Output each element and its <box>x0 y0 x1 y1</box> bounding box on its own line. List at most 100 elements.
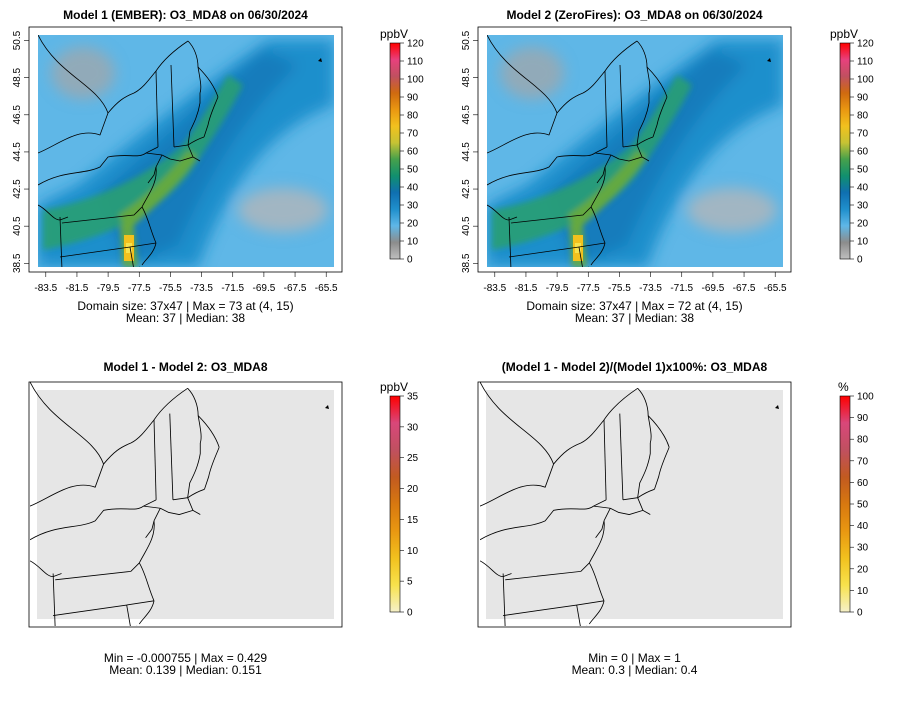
colorbar-tick-label: 50 <box>857 165 869 176</box>
x-tick-label: -67.5 <box>733 283 756 294</box>
plot-frame <box>477 26 792 273</box>
island-mark <box>775 405 779 409</box>
stats-line-1: Min = -0.000755 | Max = 0.429 <box>104 651 268 665</box>
colorbar-tick-label: 70 <box>857 456 869 467</box>
colorbar-tick-label: 30 <box>857 543 869 554</box>
x-tick-label: -65.5 <box>764 283 787 294</box>
stats-line-1: Domain size: 37x47 | Max = 73 at (4, 15) <box>77 299 293 313</box>
colorbar-tick-label: 0 <box>407 608 413 619</box>
colorbar-gradient <box>389 395 401 613</box>
island-mark <box>325 405 329 409</box>
colorbar-tick-label: 90 <box>857 413 869 424</box>
y-tick-label: 38.5 <box>461 253 472 273</box>
colorbar-unit: ppbV <box>380 380 408 394</box>
x-tick-label: -73.5 <box>639 283 662 294</box>
colorbar-unit: ppbV <box>380 27 408 41</box>
colorbar-tick-label: 10 <box>407 546 419 557</box>
stats-line-1: Domain size: 37x47 | Max = 72 at (4, 15) <box>526 299 742 313</box>
colorbar-tick-label: 15 <box>407 515 419 526</box>
x-tick-label: -81.5 <box>515 283 538 294</box>
colorbar-tick-label: 40 <box>857 521 869 532</box>
stats-line-2: Mean: 37 | Median: 38 <box>126 311 246 325</box>
x-tick-label: -73.5 <box>190 283 213 294</box>
colorbar-tick-label: 30 <box>857 201 869 212</box>
x-tick-label: -75.5 <box>159 283 182 294</box>
colorbar-tick-label: 35 <box>407 392 419 403</box>
x-tick-label: -77.5 <box>128 283 151 294</box>
stats-line-1: Min = 0 | Max = 1 <box>588 651 681 665</box>
map-field <box>480 382 783 626</box>
map-field <box>487 35 783 267</box>
colorbar-tick-label: 40 <box>407 183 419 194</box>
map-field <box>30 382 334 626</box>
colorbar-tick-label: 120 <box>857 39 874 50</box>
x-tick-label: -71.5 <box>221 283 244 294</box>
y-tick-label: 50.5 <box>12 30 23 50</box>
x-tick-label: -71.5 <box>670 283 693 294</box>
x-tick-label: -75.5 <box>608 283 631 294</box>
panel-pct: (Model 1 - Model 2)/(Model 1)x100%: O3_M… <box>477 360 792 677</box>
y-tick-label: 40.5 <box>12 216 23 236</box>
colorbar-tick-label: 40 <box>857 183 869 194</box>
y-tick-label: 40.5 <box>461 216 472 236</box>
x-tick-label: -69.5 <box>252 283 275 294</box>
stats-line-2: Mean: 0.3 | Median: 0.4 <box>572 663 698 677</box>
colorbar-tick-label: 50 <box>857 500 869 511</box>
island-mark <box>767 58 771 62</box>
colorbar-gradient <box>839 395 851 613</box>
plot-frame <box>477 381 792 628</box>
y-tick-label: 48.5 <box>12 68 23 88</box>
colorbar-tick-label: 80 <box>857 435 869 446</box>
colorbar-gradient <box>389 42 401 260</box>
colorbar-tick-label: 90 <box>407 93 419 104</box>
y-tick-label: 38.5 <box>12 253 23 273</box>
panel-title: Model 1 (EMBER): O3_MDA8 on 06/30/2024 <box>63 8 308 22</box>
x-tick-label: -67.5 <box>284 283 307 294</box>
y-tick-label: 42.5 <box>12 179 23 199</box>
panel-diff: Model 1 - Model 2: O3_MDA8 Min = -0.00075… <box>28 360 343 677</box>
panel-model1: Model 1 (EMBER): O3_MDA8 on 06/30/2024 -8… <box>12 8 343 325</box>
colorbar-tick-label: 20 <box>407 219 419 230</box>
colorbar-tick-label: 120 <box>407 39 424 50</box>
colorbar-tick-label: 30 <box>407 201 419 212</box>
y-tick-label: 50.5 <box>461 30 472 50</box>
colorbar-tick-label: 90 <box>857 93 869 104</box>
x-tick-label: -79.5 <box>546 283 569 294</box>
x-tick-label: -77.5 <box>577 283 600 294</box>
colorbar-unit: % <box>838 380 849 394</box>
map-field <box>38 35 334 267</box>
colorbar-tick-label: 110 <box>407 57 423 68</box>
colorbar-tick-label: 0 <box>857 608 863 619</box>
colorbar-tick-label: 100 <box>857 392 874 403</box>
colorbar-unit: ppbV <box>830 27 858 41</box>
panel-title: (Model 1 - Model 2)/(Model 1)x100%: O3_M… <box>502 360 768 374</box>
colorbar-tick-label: 0 <box>407 255 413 266</box>
plot-frame <box>28 26 343 273</box>
x-tick-label: -79.5 <box>97 283 120 294</box>
colorbar-tick-label: 10 <box>407 237 419 248</box>
colorbar-tick-label: 100 <box>407 75 424 86</box>
x-tick-label: -81.5 <box>66 283 89 294</box>
stats-line-2: Mean: 37 | Median: 38 <box>575 311 695 325</box>
colorbar-tick-label: 20 <box>407 484 419 495</box>
y-tick-label: 46.5 <box>12 105 23 125</box>
y-tick-label: 48.5 <box>461 68 472 88</box>
colorbar-pct: 0 10 20 30 40 50 60 70 80 90 100% <box>838 380 874 619</box>
colorbar-tick-label: 20 <box>857 564 869 575</box>
panel-title: Model 1 - Model 2: O3_MDA8 <box>103 360 267 374</box>
colorbar-tick-label: 30 <box>407 422 419 433</box>
colorbar-tick-label: 110 <box>857 57 873 68</box>
panel-model2: Model 2 (ZeroFires): O3_MDA8 on 06/30/20… <box>461 8 792 325</box>
colorbar-tick-label: 60 <box>407 147 419 158</box>
colorbar-tick-label: 60 <box>857 478 869 489</box>
colorbar-tick-label: 5 <box>407 577 413 588</box>
y-tick-label: 44.5 <box>461 142 472 162</box>
panel-title: Model 2 (ZeroFires): O3_MDA8 on 06/30/20… <box>506 8 762 22</box>
colorbar-tick-label: 70 <box>857 129 869 140</box>
stats-line-2: Mean: 0.139 | Median: 0.151 <box>109 663 262 677</box>
colorbar-tick-label: 60 <box>857 147 869 158</box>
